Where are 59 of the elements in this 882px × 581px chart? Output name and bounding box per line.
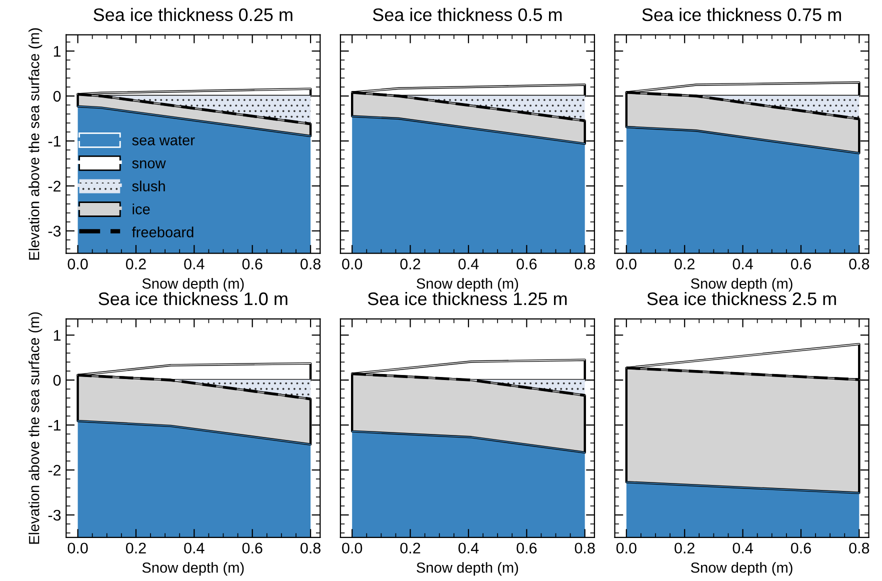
x-tick-label: 0.6 xyxy=(516,258,537,270)
x-tick-label: 0.0 xyxy=(616,542,636,554)
x-tick-label: 0.0 xyxy=(342,258,362,270)
x-tick-label: 0.2 xyxy=(400,258,420,270)
y-axis-title: Elevation above the sea surface (m) xyxy=(28,312,42,544)
chart-title: Sea ice thickness 1.0 m xyxy=(98,292,288,306)
x-axis-title: Snow depth (m) xyxy=(690,278,792,292)
y-tick-label: -3 xyxy=(48,510,61,521)
chart-title: Sea ice thickness 1.25 m xyxy=(368,292,567,306)
x-tick-label: 0.8 xyxy=(849,542,870,554)
chart-title: Sea ice thickness 2.5 m xyxy=(647,292,836,306)
legend-label: sea water xyxy=(132,136,195,146)
x-tick-label: 0.6 xyxy=(242,258,262,270)
x-axis-title: Snow depth (m) xyxy=(416,562,518,576)
x-axis-title: Snow depth (m) xyxy=(142,562,244,576)
y-axis-title: Elevation above the sea surface (m) xyxy=(28,28,42,260)
x-tick-label: 0.6 xyxy=(242,542,262,554)
y-tick-label: -2 xyxy=(48,464,61,476)
x-tick-label: 0.0 xyxy=(68,258,88,270)
x-tick-label: 0.8 xyxy=(574,258,595,270)
legend-label: slush xyxy=(132,180,165,192)
legend-label: ice xyxy=(132,204,150,214)
y-tick-label: 1 xyxy=(54,330,61,341)
legend-label: snow xyxy=(132,160,166,168)
x-tick-label: 0.0 xyxy=(342,542,362,554)
x-tick-label: 0.6 xyxy=(790,542,811,554)
x-tick-label: 0.0 xyxy=(68,542,88,554)
y-tick-label: 0 xyxy=(53,90,61,102)
x-tick-label: 0.6 xyxy=(790,258,811,270)
chart-title: Sea ice thickness 0.75 m xyxy=(642,8,841,22)
legend-label: freeboard xyxy=(132,226,194,238)
x-tick-label: 0.4 xyxy=(458,258,479,270)
x-tick-label: 0.8 xyxy=(300,258,320,270)
y-tick-label: -2 xyxy=(48,180,61,192)
y-tick-label: -1 xyxy=(48,136,61,146)
x-tick-label: 0.2 xyxy=(126,258,146,270)
x-tick-label: 0.8 xyxy=(300,542,320,554)
x-tick-label: 0.4 xyxy=(184,542,204,554)
x-tick-label: 0.6 xyxy=(516,542,537,554)
x-axis-title: Snow depth (m) xyxy=(690,562,792,576)
x-tick-label: 0.0 xyxy=(616,258,636,270)
x-tick-label: 0.4 xyxy=(732,258,753,270)
y-tick-label: -3 xyxy=(48,226,61,237)
y-tick-label: -1 xyxy=(48,420,61,431)
x-tick-label: 0.2 xyxy=(400,542,420,554)
chart-title: Sea ice thickness 0.25 m xyxy=(94,8,292,22)
x-tick-label: 0.2 xyxy=(126,542,146,554)
y-tick-label: 0 xyxy=(53,374,61,386)
x-tick-label: 0.2 xyxy=(674,258,694,270)
x-axis-title: Snow depth (m) xyxy=(416,278,518,292)
x-tick-label: 0.2 xyxy=(674,542,694,554)
x-tick-label: 0.8 xyxy=(849,258,870,270)
x-tick-label: 0.4 xyxy=(732,542,753,554)
x-tick-label: 0.4 xyxy=(184,258,204,270)
x-tick-label: 0.4 xyxy=(458,542,479,554)
x-tick-label: 0.8 xyxy=(574,542,595,554)
chart-title: Sea ice thickness 0.5 m xyxy=(372,8,562,22)
x-axis-title: Snow depth (m) xyxy=(142,278,244,292)
y-tick-label: 1 xyxy=(54,46,61,57)
